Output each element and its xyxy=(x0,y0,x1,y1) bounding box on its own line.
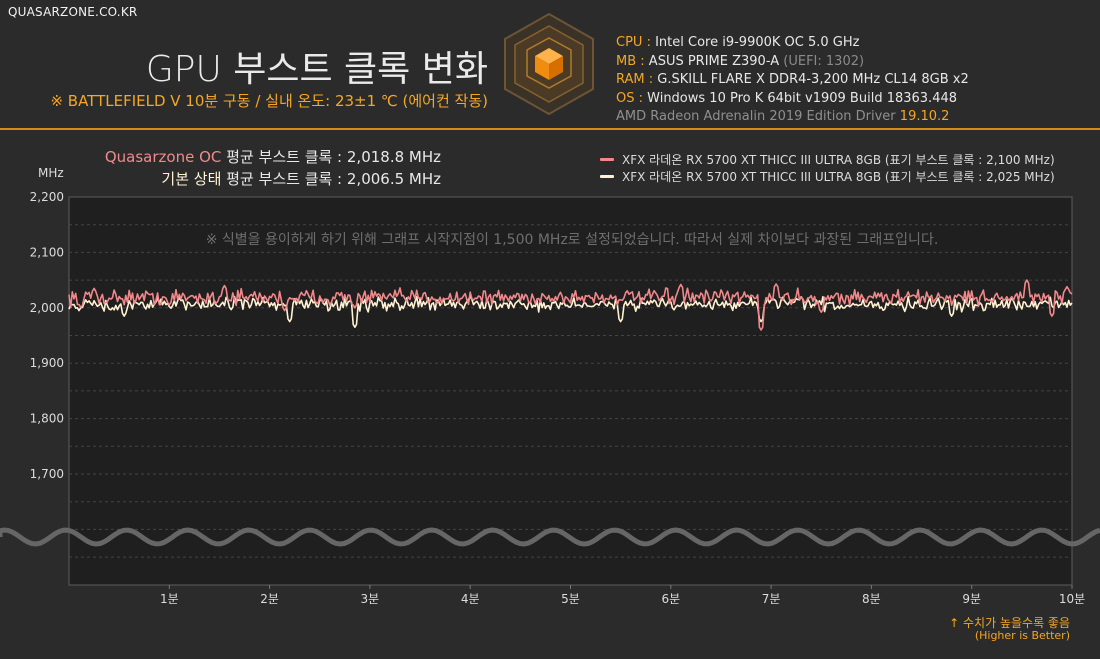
site-name: QUASARZONE.CO.KR xyxy=(8,5,138,19)
higher-is-better: ↑ 수치가 높을수록 좋음 xyxy=(949,616,1070,630)
spec-cpu: CPU : Intel Core i9-9900K OC 5.0 GHz xyxy=(616,35,860,50)
oc-average: Quasarzone OC 평균 부스트 클록 : 2,018.8 MHz xyxy=(104,148,441,166)
x-tick-label: 8분 xyxy=(862,592,881,606)
axis-break-wave xyxy=(0,527,1100,547)
x-tick-label: 6분 xyxy=(661,592,680,606)
header-divider xyxy=(0,128,1100,130)
x-tick-label: 2분 xyxy=(260,592,279,606)
y-tick-label: 1,700 xyxy=(30,467,64,481)
legend-label-oc: XFX 라데온 RX 5700 XT THICC III ULTRA 8GB (… xyxy=(622,153,1055,167)
base-average: 기본 상태 평균 부스트 클록 : 2,006.5 MHz xyxy=(161,170,441,188)
x-tick-label: 7분 xyxy=(762,592,781,606)
legend-label-base: XFX 라데온 RX 5700 XT THICC III ULTRA 8GB (… xyxy=(622,170,1055,184)
y-tick-label: 2,000 xyxy=(30,301,64,315)
legend-swatch-oc xyxy=(600,158,614,161)
y-tick-label: 2,200 xyxy=(30,190,64,204)
legend-item-base: XFX 라데온 RX 5700 XT THICC III ULTRA 8GB (… xyxy=(600,168,1055,185)
higher-is-better-en: (Higher is Better) xyxy=(974,629,1070,642)
y-tick-label: 1,900 xyxy=(30,356,64,370)
x-tick-label: 5분 xyxy=(561,592,580,606)
series-line-oc xyxy=(68,279,1073,331)
x-tick-label: 10분 xyxy=(1059,592,1085,606)
y-tick-label: 2,100 xyxy=(30,245,64,259)
legend-swatch-base xyxy=(600,175,614,178)
y-axis-unit: MHz xyxy=(38,166,64,180)
system-specs: CPU : Intel Core i9-9900K OC 5.0 GHz MB … xyxy=(616,34,969,127)
x-tick-label: 4분 xyxy=(461,592,480,606)
quasarzone-logo-icon xyxy=(504,12,594,116)
scale-note: ※ 식별을 용이하게 하기 위해 그래프 시작지점이 1,500 MHz로 설정… xyxy=(206,232,939,248)
test-condition: ※ BATTLEFIELD V 10분 구동 / 실내 온도: 23±1 ℃ (… xyxy=(50,92,488,110)
spec-ram: RAM : G.SKILL FLARE X DDR4-3,200 MHz CL1… xyxy=(616,72,969,87)
legend-item-oc: XFX 라데온 RX 5700 XT THICC III ULTRA 8GB (… xyxy=(600,151,1055,168)
y-tick-label: 1,800 xyxy=(30,412,64,426)
spec-driver: AMD Radeon Adrenalin 2019 Edition Driver… xyxy=(616,109,950,124)
chart-title: GPU 부스트 클록 변화 xyxy=(145,49,488,90)
x-tick-label: 3분 xyxy=(361,592,380,606)
spec-mb: MB : ASUS PRIME Z390-A (UEFI: 1302) xyxy=(616,53,865,69)
x-tick-label: 1분 xyxy=(160,592,179,606)
x-tick-label: 9분 xyxy=(962,592,981,606)
spec-os: OS : Windows 10 Pro K 64bit v1909 Build … xyxy=(616,90,958,106)
